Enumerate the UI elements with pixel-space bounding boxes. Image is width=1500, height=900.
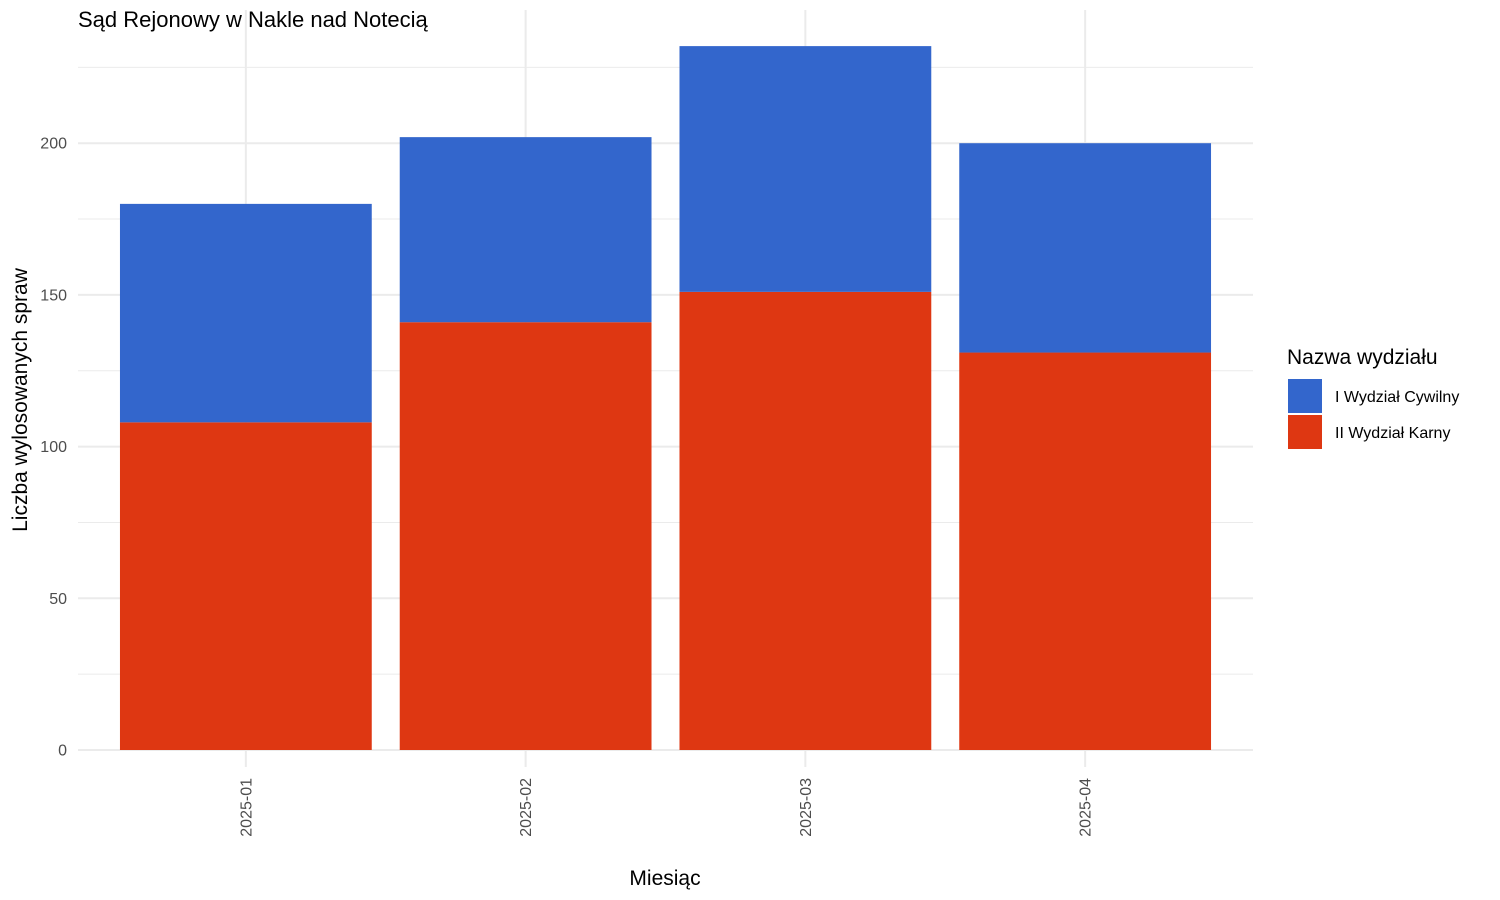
y-tick-label: 150 xyxy=(40,287,67,304)
bar-segment xyxy=(959,143,1212,353)
legend-items: I Wydział Cywilny II Wydział Karny xyxy=(1288,379,1459,449)
legend-swatch xyxy=(1288,379,1322,413)
bar-segment xyxy=(119,422,372,750)
legend-label: II Wydział Karny xyxy=(1335,425,1450,442)
x-tick-label: 2025-01 xyxy=(238,778,255,837)
bar-segment xyxy=(399,322,652,750)
bar-segment xyxy=(959,352,1212,750)
y-tick-label: 100 xyxy=(40,439,67,456)
y-tick-label: 200 xyxy=(40,136,67,153)
bar-segment xyxy=(399,137,652,323)
legend-label: I Wydział Cywilny xyxy=(1335,389,1459,406)
x-axis-ticks: 2025-01 2025-02 2025-03 2025-04 xyxy=(238,778,1094,837)
bars xyxy=(119,46,1212,750)
legend-title: Nazwa wydziału xyxy=(1287,346,1438,369)
y-axis-ticks: 0 50 100 150 200 xyxy=(40,136,67,760)
y-tick-label: 50 xyxy=(49,591,67,608)
y-axis-title: Liczba wylosowanych spraw xyxy=(9,267,32,532)
x-tick-label: 2025-04 xyxy=(1078,778,1095,837)
bar-segment xyxy=(119,203,372,423)
x-tick-label: 2025-03 xyxy=(798,778,815,837)
bar-segment xyxy=(679,46,932,292)
y-tick-label: 0 xyxy=(58,743,67,760)
chart-title: Sąd Rejonowy w Nakle nad Notecią xyxy=(78,7,429,32)
bar-segment xyxy=(679,291,932,750)
x-tick-label: 2025-02 xyxy=(518,778,535,837)
legend: Nazwa wydziału I Wydział Cywilny II Wydzi… xyxy=(1287,346,1459,449)
legend-swatch xyxy=(1288,415,1322,449)
x-axis-title: Miesiąc xyxy=(629,867,700,890)
